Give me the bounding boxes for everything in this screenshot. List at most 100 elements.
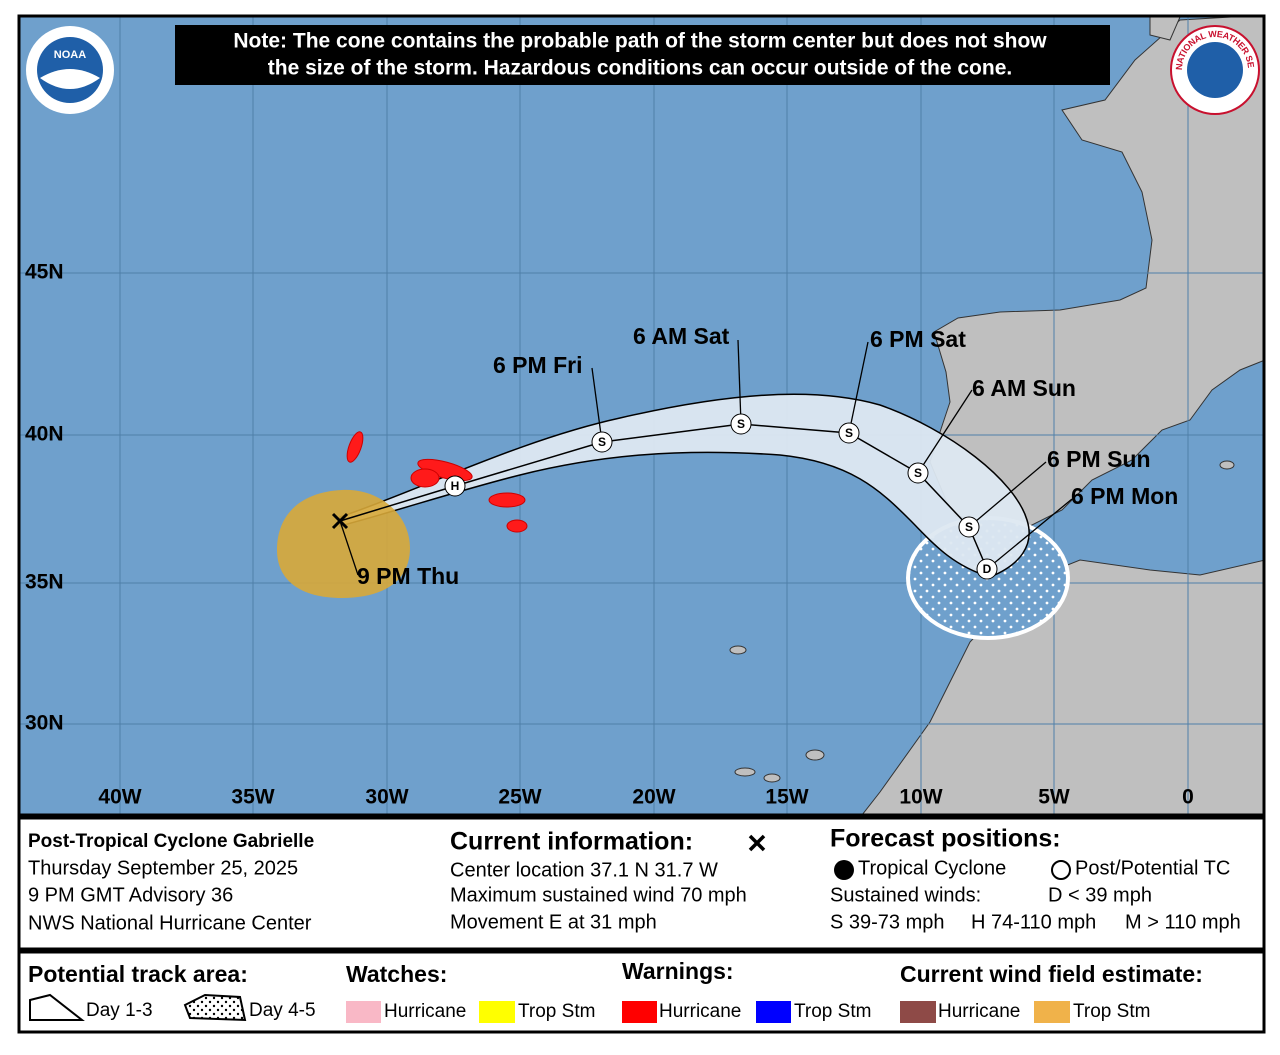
lat-label: 40N	[25, 423, 64, 446]
lat-label: 35N	[25, 571, 64, 594]
marker	[444, 475, 466, 497]
lon-label: 10W	[899, 786, 942, 809]
warning-area	[506, 519, 528, 533]
lon-label: 0	[1182, 786, 1194, 809]
marker-letter: S	[845, 426, 853, 440]
swatch	[346, 1001, 381, 1023]
day13-icon	[29, 993, 85, 1021]
time-label: 6 PM Sat	[870, 326, 966, 352]
marker	[730, 413, 752, 435]
legend-item: Hurricane	[384, 1001, 466, 1022]
forecast-title: Forecast positions:	[830, 825, 1061, 853]
marker-letter: D	[983, 562, 992, 576]
ptc-icon	[1051, 860, 1071, 880]
warning-area	[488, 492, 526, 508]
marker-letter: S	[737, 417, 745, 431]
lon-label: 5W	[1038, 786, 1070, 809]
africa-land	[862, 559, 1263, 814]
marker	[976, 558, 998, 580]
forecast-legend: Sustained winds:	[830, 884, 981, 906]
marker-letter: S	[914, 466, 922, 480]
leader-line	[737, 339, 742, 425]
marker-letter: H	[451, 479, 460, 493]
noaa-text: NOAA	[54, 49, 86, 61]
time-label: 6 AM Sun	[972, 375, 1076, 401]
marker	[907, 462, 929, 484]
legend-title: Potential track area:	[28, 961, 248, 987]
forecast-legend: Post/Potential TC	[1075, 857, 1230, 879]
marker	[591, 431, 613, 453]
time-label: 9 PM Thu	[357, 563, 459, 589]
legend-item: Trop Stm	[518, 1001, 595, 1022]
current-line: Movement E at 31 mph	[450, 911, 657, 933]
hurricane-warnings	[346, 431, 528, 533]
lon-label: 20W	[632, 786, 675, 809]
leader-line	[968, 461, 1047, 528]
canary-island	[805, 749, 825, 761]
forecast-legend: H 74-110 mph	[971, 911, 1096, 933]
lon-label: 25W	[498, 786, 541, 809]
canary-island	[734, 767, 756, 777]
leader-line	[986, 498, 1073, 570]
track	[339, 423, 988, 570]
marker	[838, 422, 860, 444]
legend-item: Day 1-3	[86, 1000, 153, 1021]
swatch	[900, 1001, 936, 1023]
note-box	[175, 25, 1110, 85]
legend-item: Trop Stm	[1073, 1001, 1150, 1022]
current-position	[331, 512, 349, 530]
tc-icon	[834, 860, 854, 880]
legend-item: Hurricane	[659, 1001, 741, 1022]
leader-line	[339, 520, 359, 576]
warning-area	[346, 431, 364, 463]
canary-island	[763, 773, 781, 783]
legend-item: Trop Stm	[794, 1001, 871, 1022]
storm-info: NWS National Hurricane Center	[28, 912, 312, 934]
europe-land	[929, 17, 1263, 527]
time-label: 6 AM Sat	[633, 323, 730, 349]
day45-icon	[183, 993, 247, 1022]
note-line: Note: The cone contains the probable pat…	[233, 30, 1047, 53]
storm-info: Thursday September 25, 2025	[28, 857, 298, 879]
swatch	[622, 1001, 657, 1023]
lon-label: 15W	[765, 786, 808, 809]
legend-title: Current wind field estimate:	[900, 961, 1203, 987]
x-mark	[331, 512, 349, 530]
current-x-icon	[748, 834, 766, 852]
lon-label: 30W	[365, 786, 408, 809]
lat-label: 30N	[25, 712, 64, 735]
leader-line	[917, 389, 973, 474]
marker-letter: S	[598, 435, 606, 449]
time-label: 6 PM Fri	[493, 352, 582, 378]
lon-label: 40W	[98, 786, 141, 809]
swatch	[479, 1001, 515, 1023]
marker-letter: S	[965, 520, 973, 534]
current-line: Center location 37.1 N 31.7 W	[450, 859, 718, 881]
wind-field-ts	[277, 489, 410, 598]
swatch	[1034, 1001, 1070, 1023]
nws-logo-inner	[1187, 42, 1243, 98]
legend-item: Hurricane	[938, 1001, 1020, 1022]
leader-line	[591, 367, 603, 443]
storm-name: Post-Tropical Cyclone Gabrielle	[28, 831, 314, 852]
time-label: 6 PM Mon	[1071, 483, 1178, 509]
legend-title: Warnings:	[622, 958, 734, 984]
madeira	[729, 645, 747, 655]
lat-label: 45N	[25, 261, 64, 284]
current-title: Current information:	[450, 828, 693, 856]
legend-title: Watches:	[346, 961, 447, 987]
info-panel	[17, 816, 1266, 951]
map: H S S S S S D 9 PM Thu 6 PM Fri 6 AM Sat…	[20, 17, 1263, 814]
uk-land	[1149, 17, 1181, 41]
forecast-legend: D < 39 mph	[1048, 884, 1152, 906]
balearic-island	[1219, 460, 1235, 470]
note-line: the size of the storm. Hazardous conditi…	[268, 57, 1012, 80]
legend-item: Day 4-5	[249, 1000, 316, 1021]
noaa-bird	[40, 69, 100, 89]
forecast-legend: M > 110 mph	[1125, 911, 1241, 933]
lon-label: 35W	[231, 786, 274, 809]
forecast-legend: Tropical Cyclone	[858, 857, 1006, 879]
marker	[958, 516, 980, 538]
time-label: 6 PM Sun	[1047, 446, 1151, 472]
